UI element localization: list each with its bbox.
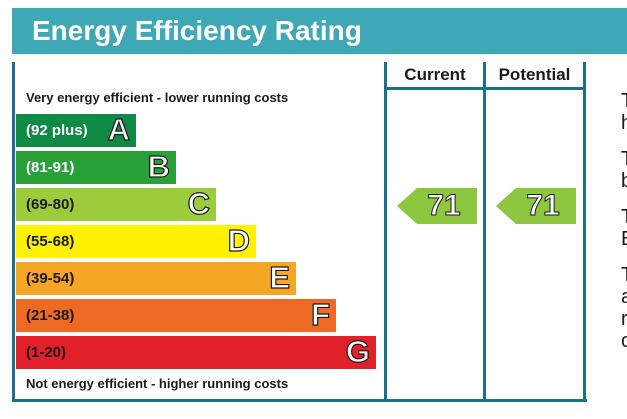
- band-d: (55-68) D: [16, 222, 256, 259]
- chart-title: Energy Efficiency Rating: [32, 15, 362, 46]
- potential-column-right-line: [583, 62, 586, 402]
- band-letter: C: [187, 185, 211, 221]
- description-bottom: Not energy efficient - higher running co…: [26, 376, 289, 391]
- side-text-fragment: T: [621, 206, 627, 228]
- band-letter: A: [107, 111, 131, 147]
- side-text-fragment: T: [621, 264, 627, 286]
- band-a: (92 plus) A: [16, 111, 136, 148]
- side-text-fragment: b: [621, 170, 627, 192]
- current-rating-arrow: 71: [397, 187, 477, 224]
- band-range-label: (39-54): [26, 270, 75, 287]
- current-header: Current: [404, 65, 466, 84]
- band-range-label: (1-20): [26, 344, 67, 361]
- band-range-label: (55-68): [26, 233, 75, 250]
- side-text-fragment: T: [621, 148, 627, 170]
- potential-arrow-fill: [496, 187, 576, 224]
- title-bar: Energy Efficiency Rating: [12, 8, 627, 54]
- current-rating-value: 71: [427, 188, 461, 222]
- side-text-fragment: r: [621, 308, 627, 330]
- side-text-fragment: E: [621, 228, 627, 250]
- band-range-label: (92 plus): [26, 122, 88, 139]
- band-c: (69-80) C: [16, 185, 216, 222]
- current-arrow-shape: [397, 187, 477, 224]
- current-column-left-line: [384, 62, 387, 402]
- band-f: (21-38) F: [16, 296, 336, 333]
- band-letter: F: [310, 296, 330, 332]
- band-e: (39-54) E: [16, 259, 296, 296]
- potential-rating-value: 71: [526, 188, 560, 222]
- frame-bottom-line: [12, 399, 587, 402]
- band-range-label: (21-38): [26, 307, 75, 324]
- potential-header: Potential: [498, 65, 571, 84]
- band-range-label: (69-80): [26, 196, 75, 213]
- current-arrow-fill: [397, 187, 477, 224]
- description-top: Very energy efficient - lower running co…: [26, 90, 289, 105]
- side-text-fragment: T: [621, 90, 627, 112]
- potential-rating-arrow: 71: [496, 187, 576, 224]
- current-column-right-line: [483, 62, 486, 402]
- header-underline: [384, 87, 586, 90]
- band-b: (81-91) B: [16, 148, 176, 185]
- frame-left-line: [12, 62, 15, 402]
- band-g: (1-20) G: [16, 333, 376, 370]
- band-letter: G: [345, 333, 370, 369]
- side-text-fragment: h: [621, 112, 627, 134]
- band-letter: D: [227, 222, 251, 258]
- band-range-label: (81-91): [26, 159, 75, 176]
- band-letter: E: [269, 259, 291, 295]
- side-text-fragment: a: [621, 286, 627, 308]
- side-text-fragment: c: [621, 330, 627, 352]
- potential-arrow-shape: [496, 187, 576, 224]
- band-letter: B: [147, 148, 171, 184]
